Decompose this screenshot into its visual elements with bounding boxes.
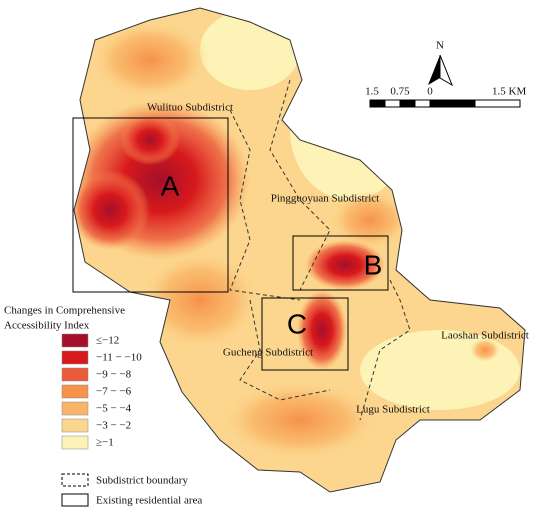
legend-label: ≤−12 xyxy=(96,335,119,347)
zone-label: B xyxy=(364,249,383,280)
legend-swatch xyxy=(61,401,89,416)
legend-title: Accessibility Index xyxy=(4,320,90,332)
subdistrict-label: Lugu Subdistrict xyxy=(356,404,430,416)
legend-label: −7 − −6 xyxy=(96,386,132,398)
north-arrow xyxy=(428,54,454,87)
legend-swatch xyxy=(61,367,89,382)
scale-label: 0.75 xyxy=(390,86,410,98)
north-label: N xyxy=(436,40,444,52)
scale-bar xyxy=(369,99,521,108)
zone-label: C xyxy=(287,308,307,339)
legend-label: −5 − −4 xyxy=(96,403,132,415)
subdistrict-boundaries xyxy=(229,79,411,421)
legend-label: −9 − −8 xyxy=(96,369,132,381)
legend-swatch xyxy=(61,418,89,433)
legend-label: −3 − −2 xyxy=(96,420,131,432)
subdistrict-label: Laoshan Subdistrict xyxy=(441,330,529,342)
legend-label: Existing residential area xyxy=(96,495,202,507)
legend-swatch xyxy=(61,384,89,399)
legend-swatch xyxy=(61,333,89,348)
legend-label: ≥−1 xyxy=(96,437,114,449)
subdistrict-label: Wulituo Subdistrict xyxy=(147,102,233,114)
scale-label: 1.5 KM xyxy=(492,86,526,98)
residential-swatch xyxy=(61,493,89,507)
scale-label: 0 xyxy=(427,86,433,98)
legend-label: −11 − −10 xyxy=(96,352,142,364)
subdistrict-label: Gucheng Subdistrict xyxy=(223,347,313,359)
legend-swatch xyxy=(61,435,89,450)
scale-label: 1.5 xyxy=(365,86,379,98)
zone-boxes xyxy=(72,117,389,371)
zone-label: A xyxy=(161,170,180,201)
legend-title: Changes in Comprehensive xyxy=(4,305,125,317)
legend-label: Subdistrict boundary xyxy=(96,475,188,487)
legend: Changes in Comprehensive Accessibility In… xyxy=(4,305,142,450)
legend-swatch xyxy=(61,350,89,365)
subdistrict-label: Pingguoyuan Subdistrict xyxy=(271,193,379,205)
boundary-swatch xyxy=(61,473,89,487)
